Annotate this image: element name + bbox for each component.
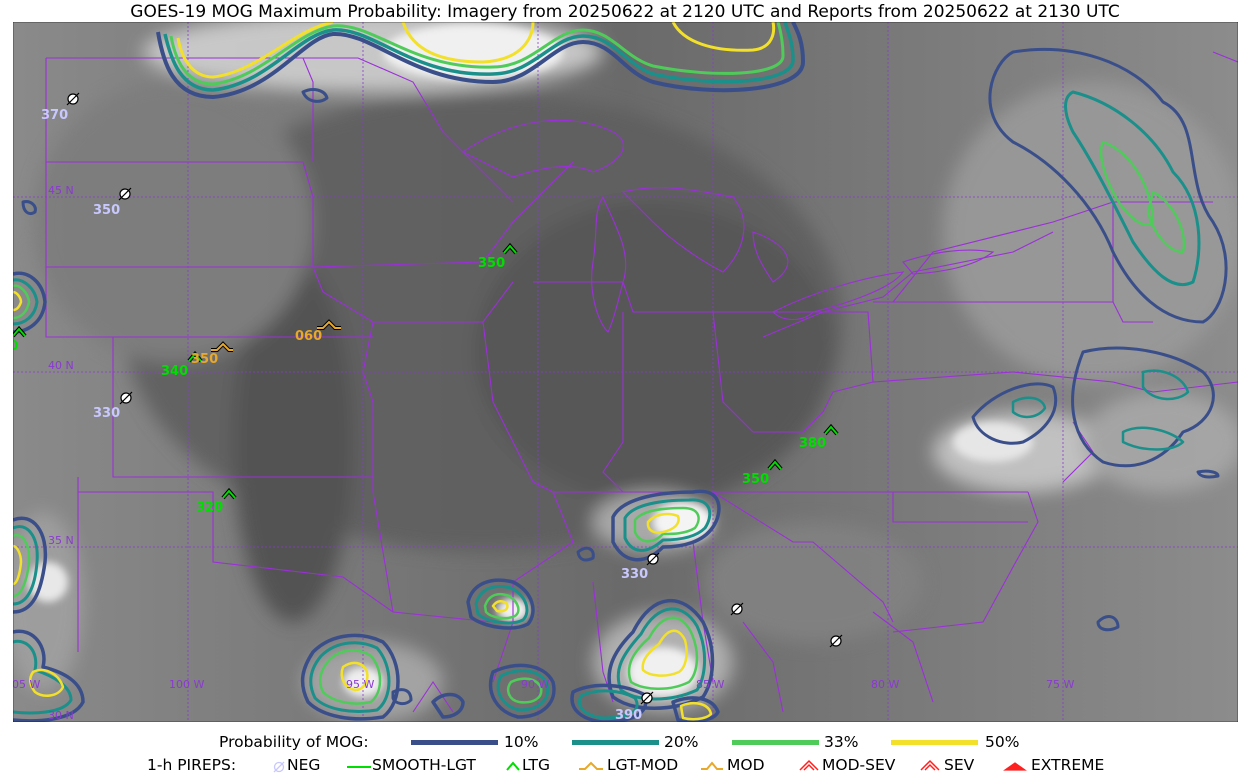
- legend-p33-label: 33%: [824, 733, 859, 751]
- pirep-label: 380: [13, 339, 18, 354]
- lon-label-85: 85 W: [696, 678, 724, 691]
- legend-modsev-icon: [799, 759, 819, 771]
- legend-ltg-icon: [506, 761, 520, 771]
- map-title: GOES-19 MOG Maximum Probability: Imagery…: [130, 2, 1120, 22]
- legend-sev-icon: [920, 759, 940, 771]
- pirep-neg-marker: [66, 92, 80, 106]
- pirep-neg-marker: [829, 634, 843, 648]
- legend-lgtmod-label: LGT-MOD: [607, 756, 679, 774]
- legend-p50-line: [891, 740, 978, 745]
- lon-label-75: 75 W: [1046, 678, 1074, 691]
- legend-prob-title: Probability of MOG:: [219, 733, 369, 751]
- pirep-ltg-marker: [222, 489, 236, 499]
- pirep-label: 060: [295, 329, 322, 344]
- pirep-neg-marker: [118, 187, 132, 201]
- legend-extreme-icon: [1003, 762, 1027, 771]
- legend-neg-icon: [273, 761, 285, 773]
- legend-modsev-label: MOD-SEV: [822, 756, 896, 774]
- pirep-neg-marker: [730, 602, 744, 616]
- lon-label-105: 105 W: [13, 678, 40, 691]
- pirep-label: 390: [615, 708, 642, 722]
- pirep-ltg-marker: [13, 327, 26, 337]
- lat-label-30: 30 N: [48, 709, 74, 722]
- lon-label-95: 95 W: [346, 678, 374, 691]
- legend-p33-line: [732, 740, 819, 745]
- lon-label-100: 100 W: [169, 678, 204, 691]
- pirep-label: 350: [191, 352, 218, 367]
- pirep-ltg-marker: [768, 460, 782, 470]
- pirep-neg-marker: [640, 691, 654, 705]
- legend-smooth-line: [347, 766, 371, 768]
- pirep-label: 380: [799, 436, 826, 451]
- pirep-label: 340: [161, 364, 188, 379]
- legend-sev-label: SEV: [944, 756, 975, 774]
- lat-label-45: 45 N: [48, 184, 74, 197]
- lon-label-80: 80 W: [871, 678, 899, 691]
- satellite-map: 45 N 40 N 35 N 30 N 105 W 100 W 95 W 90 …: [13, 22, 1238, 722]
- pirep-neg-marker: [646, 552, 660, 566]
- legend-extreme-label: EXTREME: [1031, 756, 1105, 774]
- legend-p20-label: 20%: [664, 733, 699, 751]
- latlon-grid: [13, 22, 1238, 722]
- pirep-label: 350: [478, 256, 505, 271]
- pirep-label: 320: [196, 500, 223, 515]
- pirep-label: 350: [742, 472, 769, 487]
- legend-ltg-label: LTG: [522, 756, 550, 774]
- lat-label-40: 40 N: [48, 359, 74, 372]
- pirep-ltg-marker: [188, 352, 202, 362]
- legend-pirep-title: 1-h PIREPS:: [147, 756, 237, 774]
- legend-lgtmod-icon: [579, 761, 603, 770]
- pirep-label: 330: [93, 406, 120, 421]
- legend-mod-icon: [701, 761, 723, 770]
- lat-label-35: 35 N: [48, 534, 74, 547]
- legend-mod-label: MOD: [727, 756, 765, 774]
- legend-p10-line: [411, 740, 498, 745]
- pirep-label: 330: [621, 567, 648, 582]
- latlon-labels: 45 N 40 N 35 N 30 N 105 W 100 W 95 W 90 …: [13, 184, 1074, 722]
- pirep-lgtmod-marker: [317, 320, 341, 329]
- pirep-ltg-marker: [503, 244, 517, 254]
- mog-contours: [13, 22, 1228, 722]
- pirep-neg-marker: [119, 391, 133, 405]
- pirep-label: 370: [41, 108, 68, 123]
- pirep-reports: 370 350 350 060 350 340 330 320 38: [13, 92, 843, 722]
- legend-p10-label: 10%: [504, 733, 539, 751]
- legend-smooth-label: SMOOTH-LGT: [372, 756, 476, 774]
- legend-p20-line: [572, 740, 659, 745]
- pirep-ltg-marker: [824, 425, 838, 435]
- great-lakes: [461, 119, 995, 333]
- state-borders: [45, 51, 1238, 713]
- pirep-label: 350: [93, 203, 120, 218]
- pirep-lgtmod-marker: [211, 342, 233, 351]
- legend-neg-label: NEG: [287, 756, 321, 774]
- lon-label-90: 90 W: [521, 678, 549, 691]
- legend-p50-label: 50%: [985, 733, 1020, 751]
